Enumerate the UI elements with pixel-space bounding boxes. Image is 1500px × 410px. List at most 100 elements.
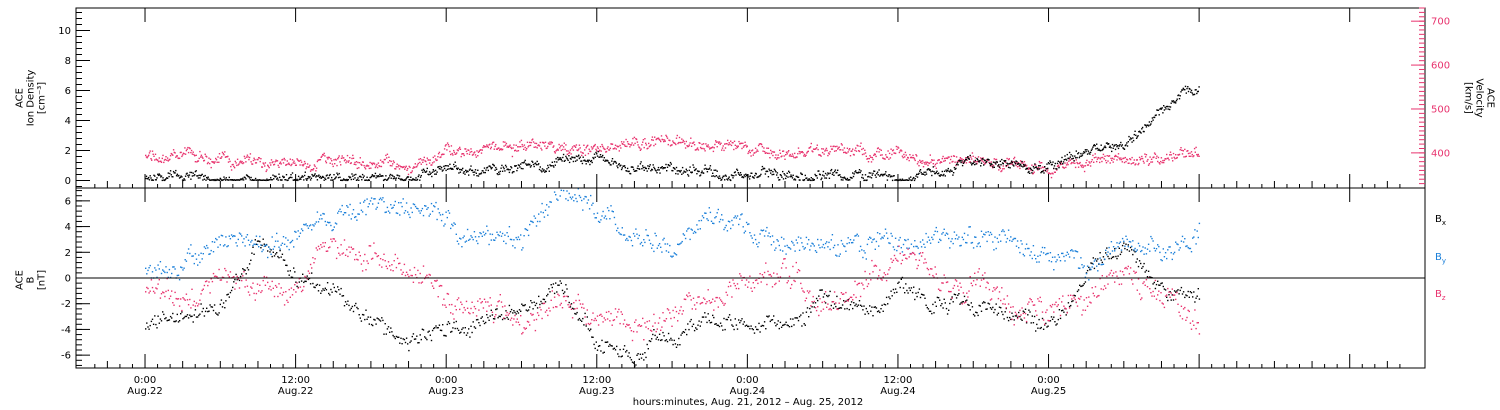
by-point [1171, 258, 1173, 261]
bx-point [806, 307, 809, 309]
by-point [1096, 265, 1098, 267]
by-point [733, 217, 735, 219]
velocity-point [750, 155, 752, 157]
velocity-point [249, 153, 252, 155]
bx-point [1014, 315, 1017, 317]
velocity-point [229, 160, 231, 163]
by-point [1125, 235, 1127, 237]
by-point [968, 226, 970, 228]
density-point [1030, 168, 1032, 171]
velocity-point [200, 154, 203, 156]
density-point [538, 168, 541, 171]
by-point [436, 218, 438, 221]
density-point [164, 179, 166, 181]
density-point [309, 179, 312, 181]
by-point [480, 232, 482, 235]
bx-point [1035, 330, 1037, 332]
density-point [873, 170, 875, 172]
by-point [416, 207, 418, 209]
velocity-point [831, 148, 834, 150]
density-point [949, 171, 951, 173]
by-point [1149, 250, 1151, 252]
velocity-point [151, 159, 153, 161]
velocity-point [331, 160, 333, 162]
bx-point [573, 308, 575, 310]
by-point [928, 239, 931, 241]
density-point [1011, 161, 1013, 164]
density-point [186, 172, 188, 174]
bx-point [177, 321, 180, 323]
by-point [349, 203, 351, 206]
density-point [334, 177, 337, 179]
by-point [583, 198, 585, 200]
velocity-point [594, 143, 596, 146]
density-point [474, 169, 477, 171]
velocity-point [916, 163, 919, 165]
density-point [184, 179, 186, 181]
bx-point [758, 322, 760, 325]
velocity-point [1130, 163, 1132, 165]
velocity-point [511, 155, 514, 158]
bx-point [274, 253, 277, 255]
bx-point [535, 302, 538, 305]
bx-point [937, 297, 940, 299]
velocity-point [1190, 151, 1193, 153]
velocity-point [1011, 163, 1013, 165]
velocity-point [744, 141, 746, 143]
by-point [372, 203, 374, 205]
density-point [300, 176, 303, 178]
bx-point [756, 328, 758, 331]
density-point [844, 177, 846, 179]
bx-point [166, 319, 168, 322]
by-point [712, 222, 714, 224]
by-point [508, 226, 511, 228]
density-point [199, 177, 201, 179]
density-point [239, 178, 242, 180]
velocity-point [1031, 164, 1033, 166]
velocity-point [509, 144, 511, 146]
by-point [1192, 237, 1194, 239]
bx-point [204, 310, 207, 313]
velocity-point [561, 144, 563, 147]
density-point [436, 171, 438, 173]
velocity-point [727, 139, 729, 142]
by-point [705, 212, 707, 214]
velocity-point [226, 156, 228, 158]
by-point [862, 256, 864, 259]
density-point [260, 179, 262, 181]
bx-point [504, 317, 506, 320]
density-point [176, 173, 178, 175]
velocity-point [512, 147, 514, 149]
by-point [626, 237, 628, 240]
density-point [391, 174, 393, 176]
velocity-point [465, 150, 468, 153]
density-point [535, 164, 538, 166]
velocity-point [325, 160, 327, 162]
velocity-point [925, 163, 928, 165]
velocity-point [527, 146, 529, 148]
velocity-point [489, 143, 491, 145]
density-point [1022, 166, 1024, 168]
density-point [931, 170, 934, 172]
velocity-point [578, 148, 580, 150]
by-point [597, 220, 600, 223]
velocity-point [624, 145, 626, 147]
velocity-point [841, 144, 843, 146]
by-point [1124, 245, 1126, 247]
by-point [945, 232, 948, 234]
by-point [167, 276, 169, 279]
by-point [262, 249, 264, 251]
velocity-point [419, 161, 421, 164]
density-point [1162, 112, 1164, 114]
bx-point [787, 324, 789, 327]
density-point [1020, 165, 1023, 167]
by-point [174, 268, 176, 270]
by-point [215, 237, 217, 240]
velocity-point [378, 165, 380, 167]
density-point [473, 174, 475, 176]
velocity-point [685, 140, 687, 143]
velocity-point [1070, 162, 1072, 165]
by-point [183, 267, 185, 269]
density-point [210, 179, 212, 181]
bx-point [873, 306, 875, 308]
